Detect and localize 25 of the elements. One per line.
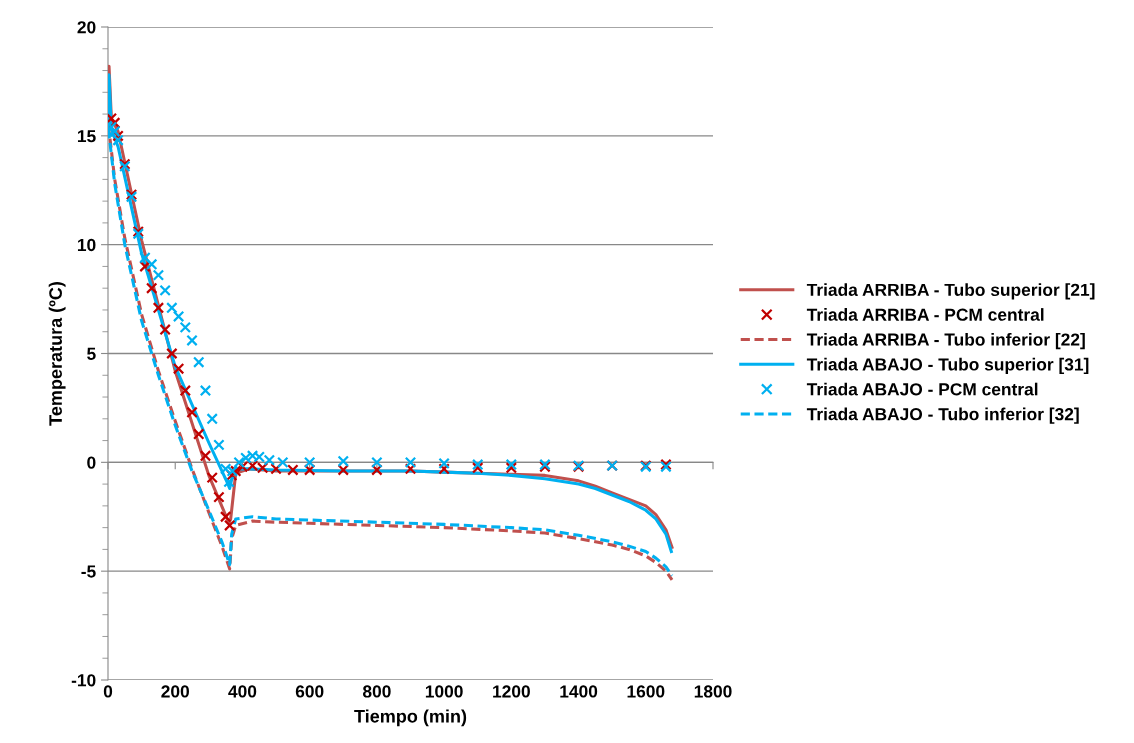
- y-tick-label: 10: [77, 238, 96, 252]
- x-tick-label: 200: [161, 685, 189, 698]
- y-tick-label: 0: [87, 456, 96, 469]
- legend-label: Triada ABAJO - Tubo superior [31]: [806, 357, 1089, 375]
- legend-label: Triada ARRIBA - PCM central: [806, 308, 1044, 321]
- x-tick-label: 1800: [694, 685, 732, 698]
- x-tick-label: 600: [295, 685, 324, 698]
- y-tick-label: 15: [77, 130, 96, 143]
- y-tick-label: -5: [81, 565, 96, 578]
- x-tick-label: 800: [362, 685, 391, 698]
- x-tick-label: 1000: [425, 685, 463, 698]
- y-axis-title: Temperatura (ºC): [48, 282, 66, 426]
- x-axis-title: Tiempo (min): [354, 709, 467, 727]
- legend-label: Triada ARRIBA - Tubo superior [21]: [806, 283, 1095, 300]
- y-tick-label: 20: [77, 21, 96, 34]
- x-tick-label: 400: [228, 685, 257, 698]
- y-tick-label: 5: [87, 347, 96, 360]
- x-tick-label: 1400: [560, 685, 598, 698]
- y-tick-label: -10: [71, 674, 96, 687]
- legend-label: Triada ARRIBA - Tubo inferior [22]: [806, 332, 1085, 350]
- x-tick-label: 0: [103, 685, 113, 698]
- x-tick-label: 1600: [627, 685, 665, 698]
- x-tick-label: 1200: [493, 685, 530, 698]
- legend-label: Triada ABAJO - Tubo inferior [32]: [806, 407, 1079, 424]
- legend-label: Triada ABAJO - PCM central: [806, 382, 1038, 396]
